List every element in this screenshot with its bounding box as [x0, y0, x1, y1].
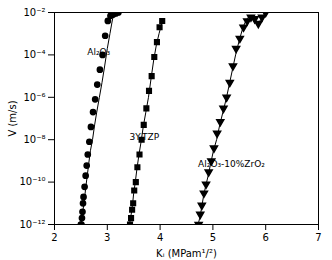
svg-text:Al₂O₃-10%ZrO₂: Al₂O₃-10%ZrO₂	[198, 159, 265, 169]
svg-text:10⁻⁴: 10⁻⁴	[23, 49, 45, 60]
svg-text:10⁻⁶: 10⁻⁶	[23, 92, 45, 103]
svg-text:2: 2	[51, 232, 57, 243]
svg-text:6: 6	[263, 232, 269, 243]
svg-text:4: 4	[157, 232, 163, 243]
svg-text:7: 7	[315, 232, 321, 243]
svg-text:V (m/s): V (m/s)	[7, 100, 18, 136]
svg-text:Al₂O₃: Al₂O₃	[87, 47, 110, 57]
svg-text:Kᵢ (MPam¹/²): Kᵢ (MPam¹/²)	[156, 248, 217, 259]
svg-text:3: 3	[104, 232, 110, 243]
svg-text:3Y-TZP: 3Y-TZP	[129, 132, 159, 142]
svg-text:10⁻¹²: 10⁻¹²	[19, 219, 45, 230]
svg-text:5: 5	[210, 232, 216, 243]
svg-text:10⁻²: 10⁻²	[23, 7, 45, 18]
svg-text:10⁻¹⁰: 10⁻¹⁰	[19, 176, 45, 187]
svg-text:10⁻⁸: 10⁻⁸	[23, 134, 45, 145]
